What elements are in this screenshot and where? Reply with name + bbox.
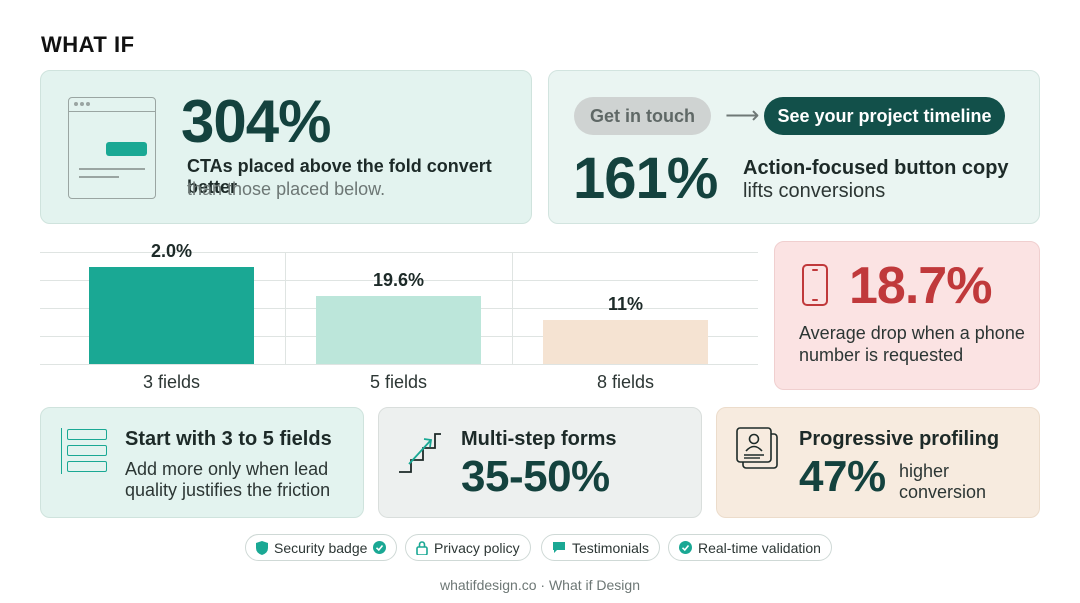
progressive-profiling-subline: higher conversion: [899, 461, 987, 502]
phone-drop-description: Average drop when a phone number is requ…: [799, 323, 1025, 365]
chart-data-label: 2.0%: [150, 241, 193, 261]
chat-icon: [553, 542, 565, 553]
brand-logo: WHAT IF: [41, 32, 135, 57]
form-fields-icon: [61, 428, 107, 474]
progressive-profiling-card: Progressive profiling 47% higher convers…: [716, 407, 1040, 518]
chart-x-label: 8 fields: [596, 372, 655, 392]
pill-testimonials: Testimonials: [541, 534, 661, 561]
steps-icon: [399, 433, 441, 473]
pill-label: Real-time validation: [698, 539, 821, 556]
project-timeline-button[interactable]: See your project timeline: [764, 97, 1005, 135]
shield-icon: [256, 540, 268, 555]
get-in-touch-button[interactable]: Get in touch: [574, 97, 711, 135]
button-copy-stat: 161%: [573, 146, 718, 211]
pill-label: Testimonials: [572, 539, 650, 556]
above-fold-headline: CTAs placed above the fold convert bette…: [187, 156, 492, 197]
chart-data-label: 19.6%: [372, 270, 425, 290]
chart-data-label: 11%: [607, 294, 644, 314]
field-count-card: Start with 3 to 5 fields Add more only w…: [40, 407, 364, 518]
chart-bar: [316, 296, 481, 364]
pill-label: Privacy policy: [434, 539, 520, 556]
check-circle-icon: [679, 541, 692, 554]
chart-x-label: 3 fields: [142, 372, 201, 392]
above-fold-card: 304% CTAs placed above the fold convert …: [40, 70, 532, 224]
button-copy-headline: Action-focused button copy: [743, 157, 1009, 179]
button-copy-card: Get in touch ⟶ See your project timeline…: [548, 70, 1040, 224]
chart-bar: [89, 267, 254, 364]
pill-label: Security badge: [274, 539, 368, 556]
pill-realtime-validation: Real-time validation: [668, 534, 832, 561]
above-fold-stat: 304%: [181, 88, 331, 155]
field-count-description: Add more only when lead quality justifie…: [125, 459, 331, 500]
phone-drop-stat: 18.7%: [849, 257, 992, 315]
browser-window-icon: [68, 97, 156, 199]
button-copy-subline: lifts conversions: [743, 180, 886, 202]
pill-security-badge: Security badge: [245, 534, 398, 561]
multi-step-stat: 35-50%: [461, 452, 610, 501]
chart-x-label: 5 fields: [369, 372, 428, 392]
above-fold-subline: than those placed below.: [187, 179, 386, 199]
chart-bar: [543, 320, 708, 364]
verified-check-icon: [373, 541, 387, 554]
form-fields-bar-chart: 2.0% 3 fields 19.6% 5 fields 11% 8 fields: [40, 236, 758, 396]
multi-step-title: Multi-step forms: [461, 428, 617, 450]
progressive-profiling-stat: 47%: [799, 452, 886, 501]
multi-step-card: Multi-step forms 35-50%: [378, 407, 702, 518]
footer-credit: whatifdesign.co · What if Design: [440, 577, 640, 593]
progressive-profiling-title: Progressive profiling: [799, 428, 1000, 450]
field-count-title: Start with 3 to 5 fields: [125, 428, 332, 450]
arrow-right-icon: ⟶: [725, 102, 760, 129]
lock-icon: [416, 540, 428, 555]
profile-card-icon: [736, 427, 778, 469]
pill-privacy-policy: Privacy policy: [405, 534, 531, 561]
phone-icon: [802, 264, 828, 306]
phone-number-card: 18.7% Average drop when a phone number i…: [774, 241, 1040, 390]
